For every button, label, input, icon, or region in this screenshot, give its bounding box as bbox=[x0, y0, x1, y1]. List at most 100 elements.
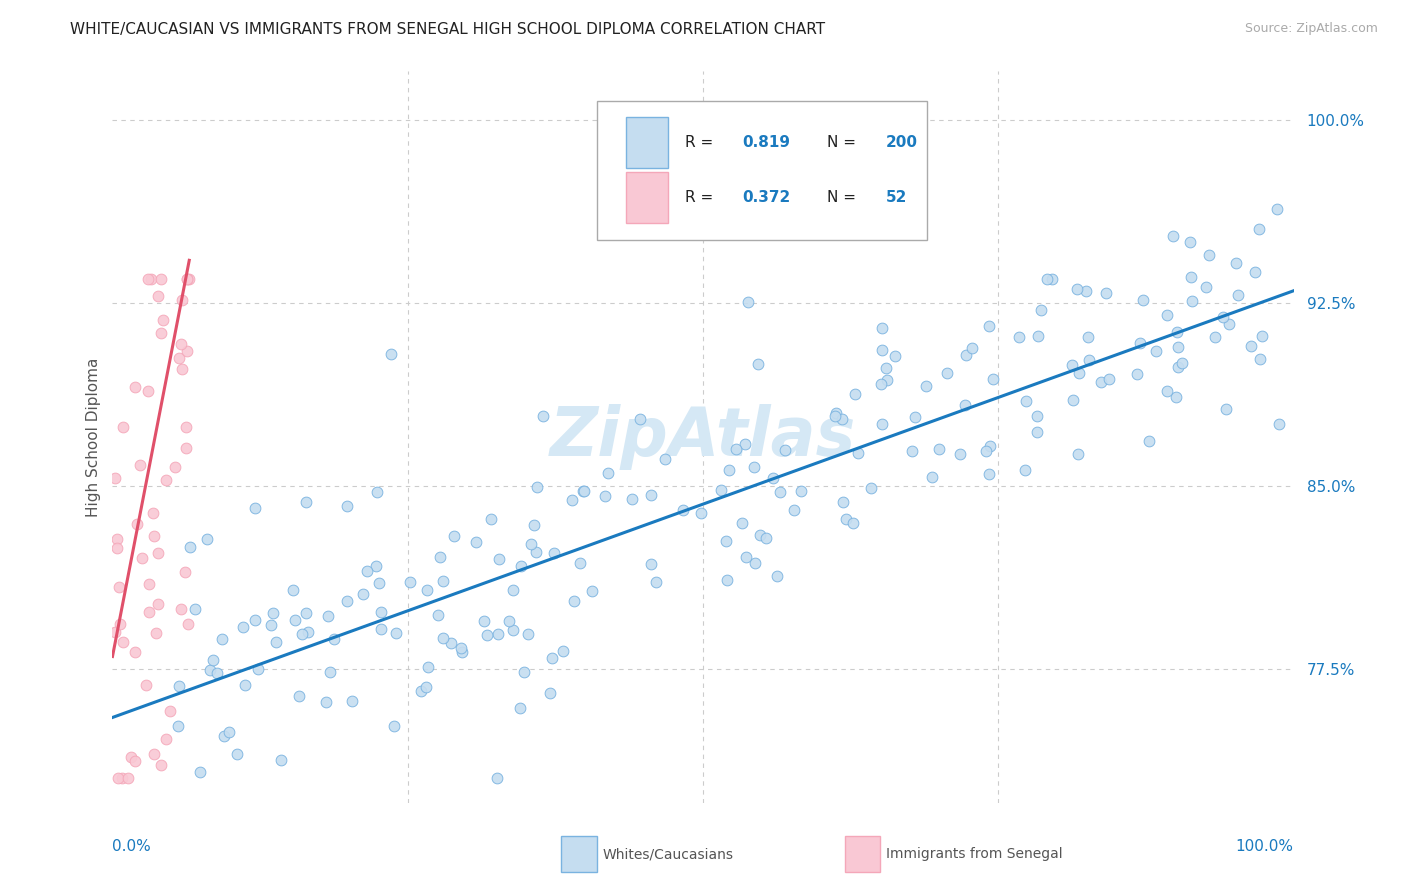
Text: ZipAtlas: ZipAtlas bbox=[550, 404, 856, 470]
Point bbox=[1240, 339, 1263, 353]
Point bbox=[183, 601, 205, 615]
Point bbox=[342, 694, 364, 708]
Point bbox=[1249, 222, 1271, 236]
Point bbox=[465, 534, 488, 549]
Point bbox=[510, 558, 533, 573]
Text: Source: ZipAtlas.com: Source: ZipAtlas.com bbox=[1244, 22, 1378, 36]
Point bbox=[352, 587, 374, 601]
Point bbox=[243, 500, 266, 515]
Point bbox=[212, 729, 235, 743]
Point bbox=[1008, 330, 1031, 344]
Point bbox=[169, 679, 191, 693]
Point bbox=[450, 640, 472, 655]
Text: R =: R = bbox=[685, 190, 718, 205]
Point bbox=[155, 473, 177, 487]
Point bbox=[176, 271, 198, 285]
Text: Immigrants from Senegal: Immigrants from Senegal bbox=[886, 847, 1063, 861]
Point bbox=[172, 361, 194, 376]
Point bbox=[640, 488, 662, 502]
Point bbox=[295, 495, 318, 509]
Point bbox=[138, 576, 160, 591]
Point bbox=[262, 606, 284, 620]
Point bbox=[832, 495, 855, 509]
Point bbox=[1166, 325, 1188, 339]
Point bbox=[1090, 375, 1112, 389]
Point bbox=[904, 410, 927, 425]
Point bbox=[260, 618, 283, 632]
Text: 200: 200 bbox=[886, 136, 918, 150]
Point bbox=[1178, 235, 1201, 249]
Point bbox=[107, 772, 129, 786]
Point bbox=[571, 484, 593, 499]
Point bbox=[315, 695, 337, 709]
Point bbox=[125, 517, 148, 532]
Point bbox=[1094, 285, 1116, 300]
Point bbox=[398, 574, 420, 589]
Point bbox=[1167, 340, 1189, 354]
Point bbox=[935, 367, 957, 381]
Point bbox=[284, 613, 307, 627]
Point bbox=[1062, 393, 1084, 408]
Point bbox=[103, 625, 125, 640]
Point bbox=[429, 550, 451, 565]
Point bbox=[105, 532, 128, 546]
Point bbox=[316, 609, 339, 624]
Point bbox=[710, 483, 733, 497]
Point bbox=[1067, 367, 1090, 381]
Point bbox=[1031, 303, 1053, 318]
Text: N =: N = bbox=[827, 190, 860, 205]
Point bbox=[290, 627, 312, 641]
Point bbox=[143, 528, 166, 542]
Point bbox=[218, 724, 240, 739]
Point bbox=[523, 518, 546, 533]
Point bbox=[541, 650, 564, 665]
Point bbox=[1215, 402, 1237, 417]
Point bbox=[139, 271, 162, 285]
Text: Whites/Caucasians: Whites/Caucasians bbox=[603, 847, 734, 861]
Point bbox=[645, 574, 668, 589]
Point bbox=[384, 719, 406, 733]
Point bbox=[562, 593, 585, 607]
Point bbox=[979, 439, 1001, 453]
Point bbox=[517, 627, 540, 641]
Point bbox=[165, 460, 187, 475]
Text: N =: N = bbox=[827, 136, 860, 150]
Point bbox=[1249, 351, 1271, 366]
Point bbox=[762, 470, 785, 484]
Point bbox=[138, 605, 160, 619]
Point bbox=[1042, 271, 1064, 285]
Point bbox=[875, 360, 897, 375]
Point bbox=[368, 575, 391, 590]
Point bbox=[842, 516, 865, 530]
Point bbox=[859, 481, 882, 495]
Point bbox=[1137, 434, 1160, 448]
Point bbox=[734, 437, 756, 451]
Point bbox=[129, 458, 152, 473]
Point bbox=[1171, 356, 1194, 370]
Point bbox=[1181, 294, 1204, 309]
Point bbox=[1161, 229, 1184, 244]
Point bbox=[232, 620, 254, 634]
Point bbox=[1167, 360, 1189, 375]
Point bbox=[486, 627, 509, 641]
Point bbox=[1035, 272, 1057, 286]
Point bbox=[146, 289, 169, 303]
Point bbox=[921, 470, 943, 484]
Point bbox=[747, 357, 769, 371]
Point bbox=[176, 343, 198, 358]
Point bbox=[318, 665, 340, 680]
Point bbox=[166, 719, 188, 733]
Point bbox=[188, 764, 211, 779]
Point bbox=[531, 409, 554, 423]
Point bbox=[640, 557, 662, 571]
Point bbox=[620, 492, 643, 507]
Point bbox=[176, 442, 198, 456]
Point bbox=[955, 348, 977, 362]
Point bbox=[870, 377, 893, 392]
Point bbox=[979, 467, 1001, 482]
Point bbox=[124, 645, 146, 659]
Point bbox=[124, 754, 146, 768]
Point bbox=[846, 446, 869, 460]
Point bbox=[131, 551, 153, 566]
Text: 0.372: 0.372 bbox=[742, 190, 790, 205]
